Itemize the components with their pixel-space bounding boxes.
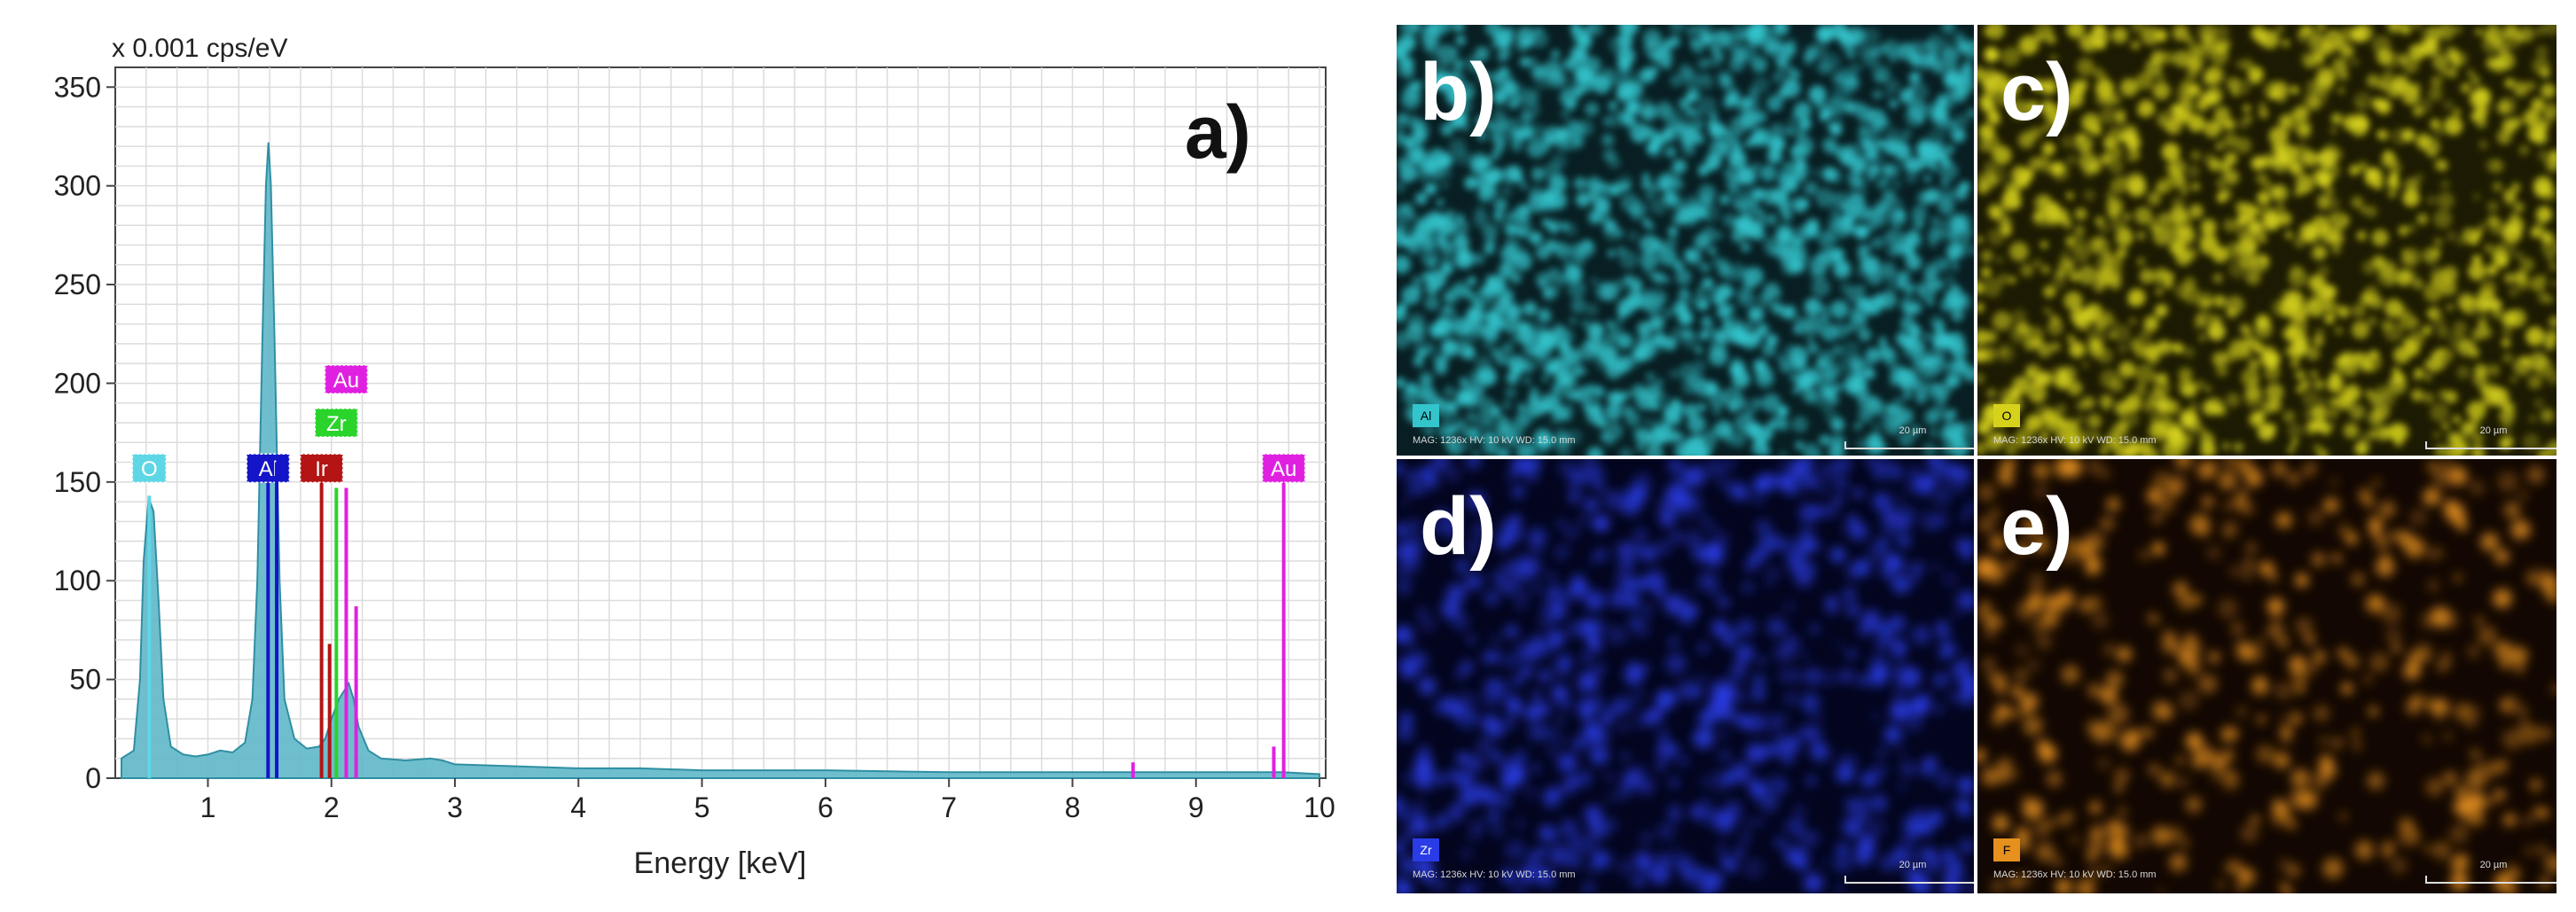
element-marker-box — [314, 408, 359, 438]
map-panel-c: c) O MAG: 1236x HV: 10 kV WD: 15.0 mm 20… — [1977, 25, 2556, 456]
scale-bar — [2425, 876, 2556, 884]
element-badge-zr: Zr — [1413, 838, 1439, 861]
y-tick-label: 100 — [54, 565, 101, 596]
y-tick-label: 0 — [85, 762, 101, 794]
spectrum-series — [120, 142, 1321, 779]
map-info: MAG: 1236x HV: 10 kV WD: 15.0 mm — [1413, 869, 1576, 880]
map-panel-b: b) Al MAG: 1236x HV: 10 kV WD: 15.0 mm 2… — [1397, 25, 1974, 456]
map-signal — [1977, 459, 2556, 893]
element-marker-label: O — [141, 457, 158, 481]
panel-label-b: b) — [1420, 47, 1497, 137]
map-signal — [1397, 459, 1974, 893]
zr-map-image — [1397, 459, 1974, 893]
y-tick-label: 250 — [54, 269, 101, 300]
scale-bar — [1844, 441, 1974, 449]
element-marker-box — [299, 453, 344, 483]
element-marker-box — [1261, 453, 1306, 483]
panel-label-a: a) — [1185, 90, 1251, 174]
element-markers: O Al Ir Zr Au Au — [131, 364, 1306, 778]
map-signal — [1977, 25, 2556, 456]
element-marker-label: Al — [259, 457, 278, 481]
y-axis-unit-label: x 0.001 cps/eV — [112, 34, 287, 63]
y-tick-label: 50 — [69, 664, 101, 696]
element-badge-o: O — [1993, 404, 2020, 427]
y-tick-label: 300 — [54, 170, 101, 202]
scale-label: 20 µm — [1899, 860, 1927, 870]
map-info: MAG: 1236x HV: 10 kV WD: 15.0 mm — [1413, 435, 1576, 446]
map-panel-e: e) F MAG: 1236x HV: 10 kV WD: 15.0 mm 20… — [1977, 459, 2556, 893]
scale-bar — [1844, 876, 1974, 884]
panel-label-c: c) — [2001, 47, 2073, 137]
scale-bar — [2425, 441, 2556, 449]
element-marker-label: Ir — [315, 457, 328, 481]
x-tick-label: 10 — [1304, 791, 1335, 823]
y-tick-label: 150 — [54, 466, 101, 498]
x-tick-label: 7 — [941, 791, 957, 823]
element-marker-box — [131, 453, 168, 483]
al-map-image — [1397, 25, 1974, 456]
x-axis-label: Energy [keV] — [634, 846, 807, 880]
element-marker-box — [246, 453, 291, 483]
map-info: MAG: 1236x HV: 10 kV WD: 15.0 mm — [1993, 435, 2157, 446]
scale-label: 20 µm — [2479, 425, 2508, 436]
eds-spectrum-chart: O Al Ir Zr Au Au 1 2 3 4 5 6 7 8 9 10 0 50 100 150 200 250 3… — [54, 34, 1335, 880]
element-badge-f: F — [1993, 838, 2020, 861]
element-marker-label: Au — [1271, 457, 1296, 481]
x-axis-ticks: 1 2 3 4 5 6 7 8 9 10 — [200, 778, 1335, 823]
element-badge-al: Al — [1413, 404, 1439, 427]
scale-label: 20 µm — [2479, 860, 2508, 870]
panel-label-e: e) — [2001, 481, 2073, 572]
element-marker-label: Au — [333, 369, 359, 393]
scale-label: 20 µm — [1899, 425, 1927, 436]
x-tick-label: 1 — [200, 791, 216, 823]
x-tick-label: 8 — [1065, 791, 1081, 823]
panel-label-d: d) — [1420, 481, 1497, 572]
x-tick-label: 3 — [447, 791, 463, 823]
x-tick-label: 2 — [324, 791, 340, 823]
element-marker-label: Zr — [326, 412, 347, 436]
f-map-image — [1977, 459, 2556, 893]
map-info: MAG: 1236x HV: 10 kV WD: 15.0 mm — [1993, 869, 2157, 880]
spectrum-area — [120, 142, 1321, 779]
o-map-image — [1977, 25, 2556, 456]
x-tick-label: 9 — [1188, 791, 1204, 823]
y-tick-label: 350 — [54, 71, 101, 103]
element-marker-box — [324, 364, 369, 394]
x-tick-label: 5 — [694, 791, 710, 823]
y-tick-label: 200 — [54, 367, 101, 399]
y-axis-ticks: 0 50 100 150 200 250 300 350 — [54, 71, 115, 794]
x-tick-label: 4 — [570, 791, 586, 823]
x-tick-label: 6 — [818, 791, 834, 823]
map-panel-d: d) Zr MAG: 1236x HV: 10 kV WD: 15.0 mm 2… — [1397, 459, 1974, 893]
